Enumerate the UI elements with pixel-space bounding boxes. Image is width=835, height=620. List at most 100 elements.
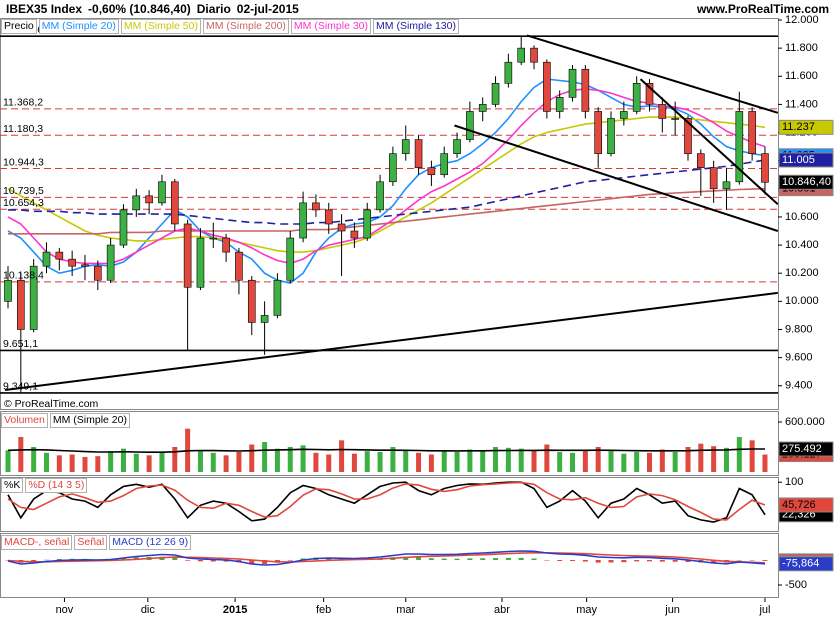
bar [197,450,203,472]
bar [43,452,49,472]
x-tick-label: dic [141,604,156,616]
bar [711,560,717,563]
candle-body [414,139,423,169]
bar [249,560,255,564]
y-tick-label: 10.400 [785,239,819,251]
bar [685,560,691,562]
bar [95,456,101,472]
x-tick-label: jul [758,604,770,616]
price-frame [0,18,779,410]
legend: Precio MM (Simple 20) MM (Simple 50) MM (Si… [1,19,459,34]
bar [723,447,729,472]
level-label: 10.654,3 [3,197,44,209]
plot-area [5,550,768,566]
candle-body [260,315,269,323]
y-tick-label: 9.800 [785,323,813,335]
candle-body [55,251,64,260]
value-label: 275.492 [782,443,822,455]
bar [454,452,460,472]
series-line [7,78,766,284]
bar [351,453,357,472]
candle-body [222,237,230,253]
level-label: 9.349,1 [3,381,38,393]
x-tick-label: abr [494,604,510,616]
series-line [7,448,765,453]
candle-body [440,153,449,176]
legend-entry: %D (14 3 5) [25,478,88,493]
bar [672,560,678,562]
bar [416,557,422,560]
y-tick-label: 11.800 [785,42,818,54]
legend: MACD-, señal Señal MACD (12 26 9) [1,535,192,550]
bar [582,560,588,562]
candle-body [81,264,89,267]
x-tick-label: mar [396,604,415,616]
candle-body [466,111,474,140]
candle-body [363,209,372,239]
bar [428,558,434,560]
candle-body [68,258,76,267]
bar [339,440,345,472]
candle-body [620,111,628,119]
legend-entry: %K [1,478,24,493]
candle-body [4,279,12,302]
bar [749,560,755,561]
y-tick-label: 100 [785,476,803,488]
series-line [8,159,766,225]
bar [274,448,280,472]
bar [685,447,691,472]
bar [749,440,755,472]
value-box [778,152,834,168]
candle-body [376,181,384,211]
level-label: 10.138,4 [3,270,44,282]
candle-body [709,167,718,190]
y-tick-label: 11.600 [785,70,818,82]
symbol: IBEX35 Index [6,2,83,16]
candle-body [684,118,692,154]
bar [480,558,486,560]
series-line [7,550,766,566]
bar [287,560,293,561]
bar [56,455,62,472]
bar [467,449,473,472]
series-line [7,552,766,564]
bar [518,557,524,560]
candle-body [183,223,192,288]
x-tick-label: feb [316,604,331,616]
bar [493,447,499,472]
candle-body [312,202,320,211]
bar [595,447,601,472]
period: Diario [196,2,231,16]
site: www.ProRealTime.com [696,2,829,16]
y-tick-label: 11.400 [785,98,818,110]
trend-line [526,34,779,114]
y-tick-label: 12.000 [785,14,819,26]
candle-body [555,97,564,112]
x-tick-label: nov [56,604,74,616]
bar [467,558,473,560]
bar [31,447,37,472]
trend-line [454,124,779,232]
level-label: 10.944,3 [3,156,44,168]
legend-entry: MM (Simple 20) [49,413,130,428]
header: IBEX35 Index -0,60% (10.846,40) Diario 0… [0,0,835,18]
candle-body [645,83,654,105]
candle-body [324,209,333,225]
legend-entry: MM (Simple 30) [290,19,372,34]
candle-body [337,223,346,232]
candle-body [235,251,243,281]
bar [390,447,396,472]
bar [416,452,422,472]
candle-body [504,61,513,84]
candle-body [247,279,256,323]
bar [505,557,511,560]
candle-body [594,111,602,154]
y-tick-label: 10.200 [785,267,819,279]
bar [236,452,242,472]
bar [672,452,678,472]
bar [647,560,652,562]
bar [570,452,576,472]
level-label: 11.180,3 [3,123,43,135]
legend-entry: MM (Simple 130) [373,19,459,34]
